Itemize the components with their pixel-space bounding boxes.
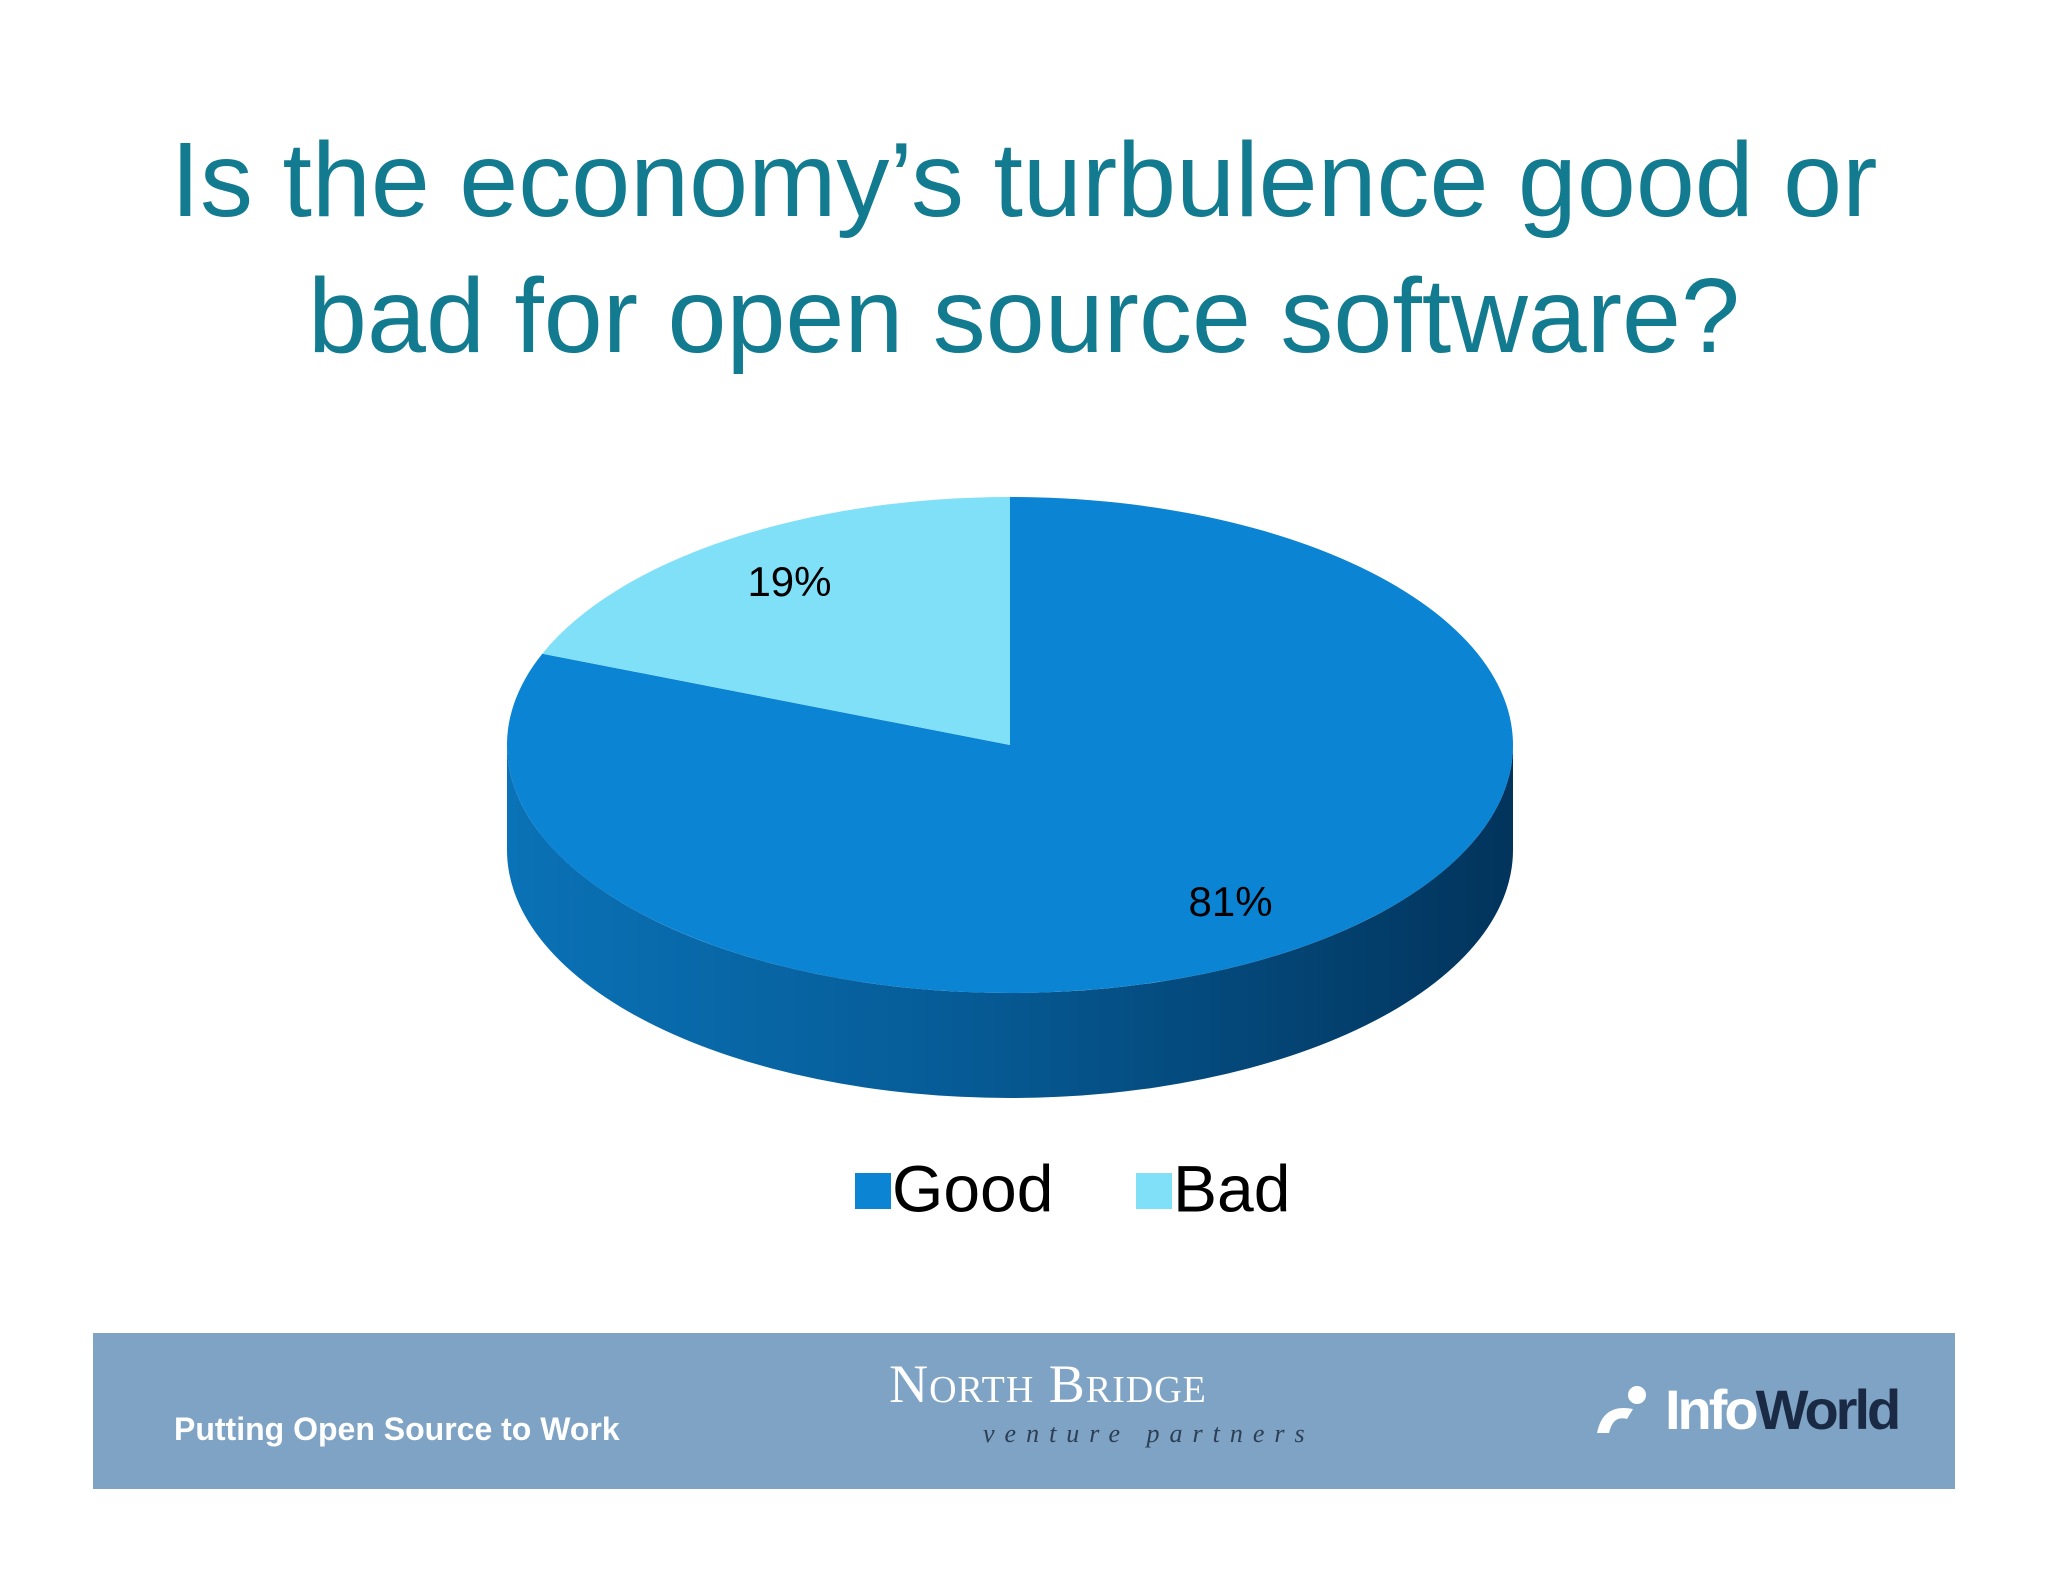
legend-label: Bad	[1173, 1151, 1290, 1225]
chart-title: Is the economy’s turbulence good or bad …	[170, 121, 1878, 375]
tagline: Putting Open Source to Work	[174, 1411, 620, 1447]
logo-first: Info	[1665, 1378, 1759, 1441]
legend-swatch	[1136, 1173, 1172, 1209]
partner-name: North Bridge	[889, 1354, 1207, 1414]
partner-sub: venture partners	[983, 1419, 1315, 1448]
slice-label: 19%	[747, 558, 831, 605]
logo-second: World	[1755, 1378, 1902, 1441]
logo: InfoWorld	[1665, 1377, 1902, 1442]
logo-icon	[1597, 1386, 1646, 1433]
pie-slice	[542, 497, 1010, 745]
footer: Putting Open Source to Work North Bridge…	[93, 1333, 1955, 1489]
chart: 81% 19% Good Bad	[506, 497, 1513, 1225]
legend-label: Good	[892, 1151, 1053, 1225]
slice-label: 81%	[1188, 878, 1272, 925]
pie-side	[507, 745, 1513, 1098]
legend-swatch	[855, 1173, 891, 1209]
